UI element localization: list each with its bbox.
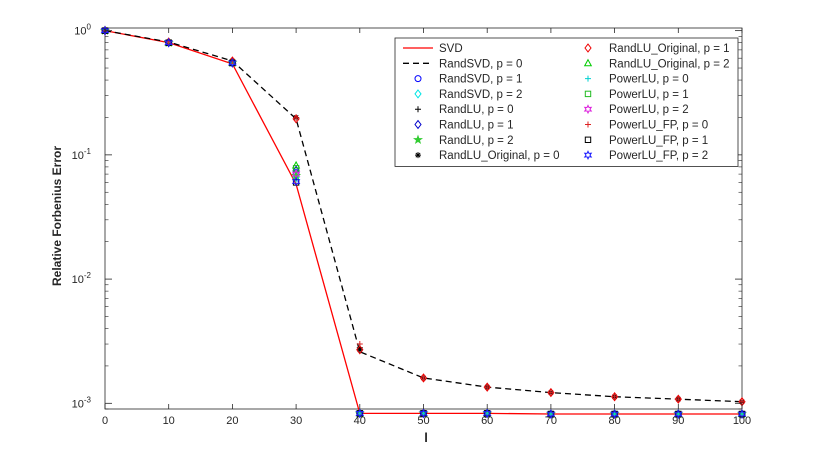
legend-label: RandLU, p = 2 xyxy=(439,135,513,147)
y-tick-label: 10-3 xyxy=(72,395,92,410)
series-randsvd-p-0 xyxy=(104,29,743,403)
legend-marker xyxy=(584,90,592,98)
legend-item: RandLU_Original, p = 1 xyxy=(584,43,730,55)
legend-marker xyxy=(583,58,593,67)
legend-marker xyxy=(584,136,592,144)
legend-label: RandSVD, p = 1 xyxy=(439,74,522,86)
legend-marker xyxy=(415,152,421,159)
legend-marker xyxy=(414,89,422,99)
legend: SVD RandSVD, p = 0 RandSVD, p = 1 RandSVD, … xyxy=(394,37,739,167)
x-tick-label: 60 xyxy=(481,415,493,427)
data-point xyxy=(419,408,428,419)
data-point xyxy=(483,382,491,392)
legend-label: PowerLU_FP, p = 0 xyxy=(609,120,708,132)
data-point xyxy=(482,408,492,419)
data-point xyxy=(291,176,301,187)
legend-item: RandLU, p = 2 xyxy=(412,134,513,147)
data-point xyxy=(420,374,427,381)
data-point xyxy=(228,57,237,68)
legend-item: RandSVD, p = 2 xyxy=(414,89,522,101)
data-point xyxy=(737,409,747,419)
y-tick-label: 100 xyxy=(74,23,91,38)
x-tick-label: 80 xyxy=(608,415,620,427)
legend-label: RandLU, p = 0 xyxy=(439,104,513,116)
legend-label: PowerLU, p = 2 xyxy=(609,104,689,116)
legend-item: PowerLU, p = 1 xyxy=(584,89,689,101)
y-axis-label: Relative Forbenius Error xyxy=(50,146,64,286)
data-point xyxy=(546,409,556,419)
legend-label: PowerLU, p = 0 xyxy=(609,74,689,86)
legend-item: RandLU_Original, p = 2 xyxy=(583,58,730,70)
y-tick-label: 10-1 xyxy=(72,147,92,162)
data-point xyxy=(611,393,618,400)
data-point xyxy=(674,409,683,419)
data-point xyxy=(356,345,364,355)
x-tick-label: 100 xyxy=(733,415,751,427)
x-tick-label: 90 xyxy=(672,415,684,427)
legend-marker xyxy=(414,75,422,83)
legend-marker xyxy=(415,106,421,113)
legend-label: PowerLU_FP, p = 2 xyxy=(609,150,708,162)
legend-marker xyxy=(583,150,593,161)
data-point xyxy=(610,409,619,419)
series-layer xyxy=(99,25,748,419)
data-point xyxy=(356,346,363,353)
data-point xyxy=(547,389,554,396)
data-point xyxy=(674,394,682,404)
legend-item: RandLU_Original, p = 0 xyxy=(415,150,560,162)
data-point xyxy=(100,25,110,36)
legend-marker xyxy=(414,119,422,130)
data-point xyxy=(291,160,301,169)
data-point xyxy=(293,115,300,122)
legend-label: RandLU_Original, p = 2 xyxy=(609,58,730,70)
legend-item: RandLU, p = 0 xyxy=(415,104,513,116)
axes: 0 10 20 30 40 50 60 70 80 90 100 10-3 10-2 10-1 100 xyxy=(72,23,752,427)
legend-item: PowerLU, p = 0 xyxy=(585,74,689,86)
data-point xyxy=(356,341,363,348)
legend-item: RandLU, p = 1 xyxy=(414,119,513,132)
legend-item: PowerLU_FP, p = 1 xyxy=(584,135,708,147)
data-point xyxy=(419,373,428,383)
legend-label: RandLU_Original, p = 0 xyxy=(439,150,560,162)
legend-marker xyxy=(585,75,591,82)
x-tick-label: 20 xyxy=(226,415,238,427)
x-tick-label: 70 xyxy=(545,415,557,427)
x-axis-label: l xyxy=(424,430,428,445)
y-tick-label: 10-2 xyxy=(72,271,92,286)
legend-box xyxy=(394,37,739,167)
data-point xyxy=(610,392,619,402)
legend-marker xyxy=(583,104,593,115)
x-tick-label: 50 xyxy=(417,415,429,427)
data-point xyxy=(164,37,173,48)
x-tick-label: 40 xyxy=(354,415,366,427)
legend-marker xyxy=(412,134,424,145)
legend-label: SVD xyxy=(439,43,463,55)
legend-label: RandLU, p = 1 xyxy=(439,120,513,132)
legend-marker xyxy=(584,43,592,53)
legend-marker xyxy=(585,121,591,128)
x-tick-label: 30 xyxy=(290,415,302,427)
legend-label: RandLU_Original, p = 1 xyxy=(609,43,730,55)
legend-label: PowerLU, p = 1 xyxy=(609,89,689,101)
data-point xyxy=(484,384,491,391)
legend-item: PowerLU, p = 2 xyxy=(583,104,689,116)
x-tick-label: 10 xyxy=(163,415,175,427)
legend-label: RandSVD, p = 0 xyxy=(439,58,522,70)
legend-label: PowerLU_FP, p = 1 xyxy=(609,135,708,147)
data-point xyxy=(355,408,365,419)
legend-item: RandSVD, p = 0 xyxy=(403,58,522,70)
x-tick-label: 0 xyxy=(102,415,108,427)
series-powerlu-fp-p-2 xyxy=(100,25,747,419)
data-point xyxy=(547,387,555,398)
data-point xyxy=(739,398,745,405)
series-line xyxy=(104,29,743,403)
legend-item: PowerLU_FP, p = 2 xyxy=(583,150,708,162)
legend-label: RandSVD, p = 2 xyxy=(439,89,522,101)
legend-item: PowerLU_FP, p = 0 xyxy=(585,120,708,132)
legend-item: SVD xyxy=(403,43,463,55)
legend-item: RandSVD, p = 1 xyxy=(414,74,522,86)
data-point xyxy=(675,396,682,403)
